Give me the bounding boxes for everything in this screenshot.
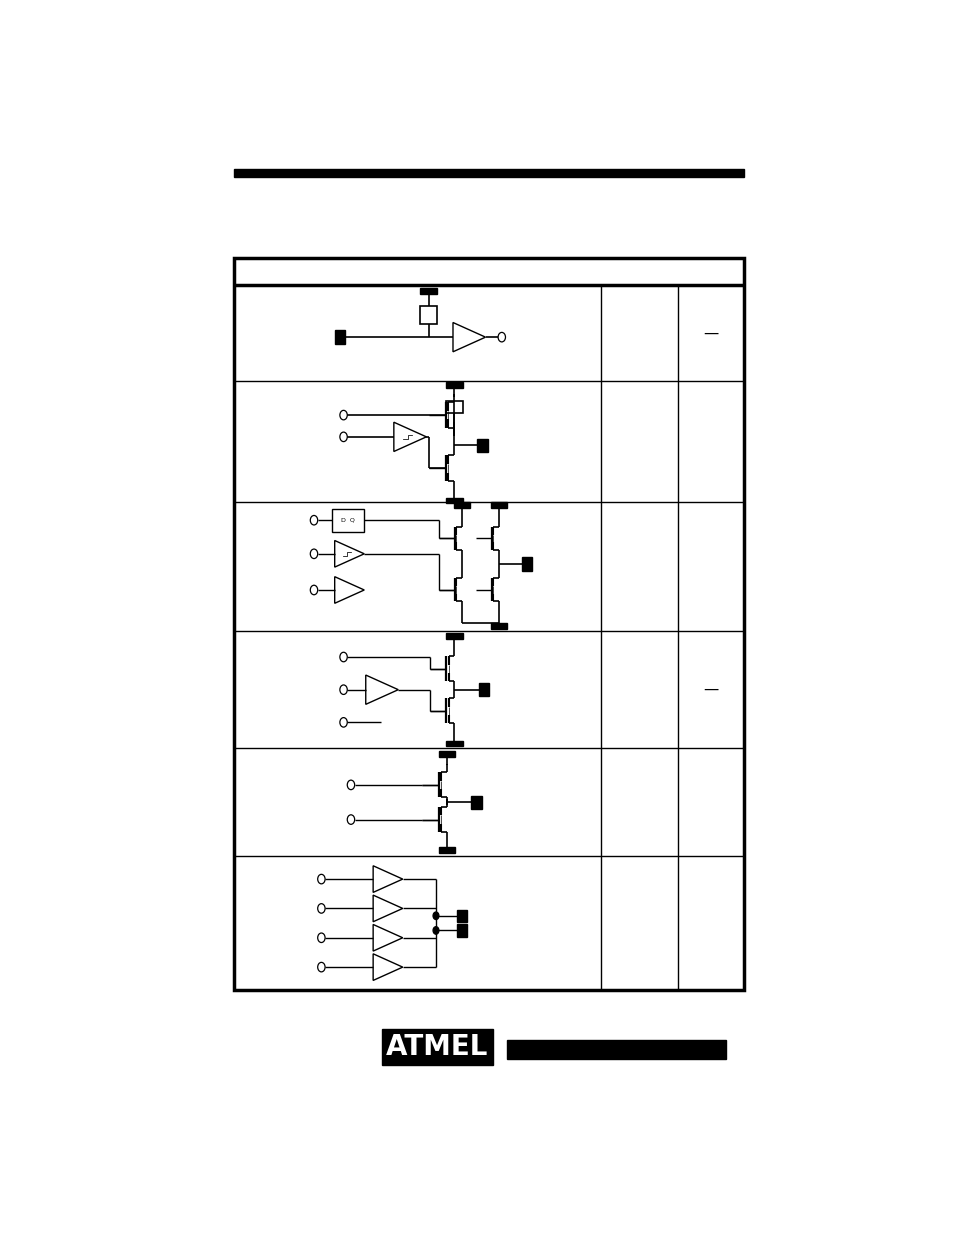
Bar: [446, 634, 462, 638]
Circle shape: [310, 515, 317, 525]
Circle shape: [433, 926, 438, 934]
Circle shape: [339, 410, 347, 420]
Bar: [521, 557, 532, 571]
Bar: [420, 306, 436, 324]
Text: —: —: [702, 682, 718, 698]
Bar: [335, 331, 345, 343]
Circle shape: [317, 932, 325, 942]
Bar: [446, 383, 462, 388]
Text: D  Q: D Q: [341, 517, 355, 522]
Bar: [476, 438, 487, 452]
Bar: [490, 622, 506, 629]
Text: ATMEL: ATMEL: [386, 1032, 488, 1061]
Bar: [233, 169, 743, 177]
Circle shape: [310, 550, 317, 558]
Circle shape: [347, 781, 355, 789]
Circle shape: [497, 332, 505, 342]
Circle shape: [339, 685, 347, 694]
Bar: [233, 258, 743, 989]
Bar: [478, 683, 489, 697]
Circle shape: [339, 652, 347, 662]
Bar: [454, 503, 470, 508]
Circle shape: [339, 718, 347, 727]
Circle shape: [339, 432, 347, 442]
Bar: [446, 498, 462, 504]
Bar: [456, 924, 466, 936]
Circle shape: [317, 904, 325, 913]
Circle shape: [317, 962, 325, 972]
Bar: [446, 741, 462, 746]
Bar: [471, 795, 481, 809]
Bar: [490, 503, 506, 508]
Circle shape: [347, 815, 355, 824]
Bar: [333, 509, 363, 532]
Circle shape: [433, 911, 438, 920]
Circle shape: [317, 874, 325, 884]
Text: —: —: [702, 326, 718, 341]
Bar: [446, 401, 462, 414]
Bar: [420, 288, 436, 294]
Bar: [438, 751, 455, 757]
Bar: [438, 847, 455, 853]
Bar: [507, 1040, 724, 1060]
Circle shape: [310, 585, 317, 595]
Bar: [456, 910, 466, 923]
